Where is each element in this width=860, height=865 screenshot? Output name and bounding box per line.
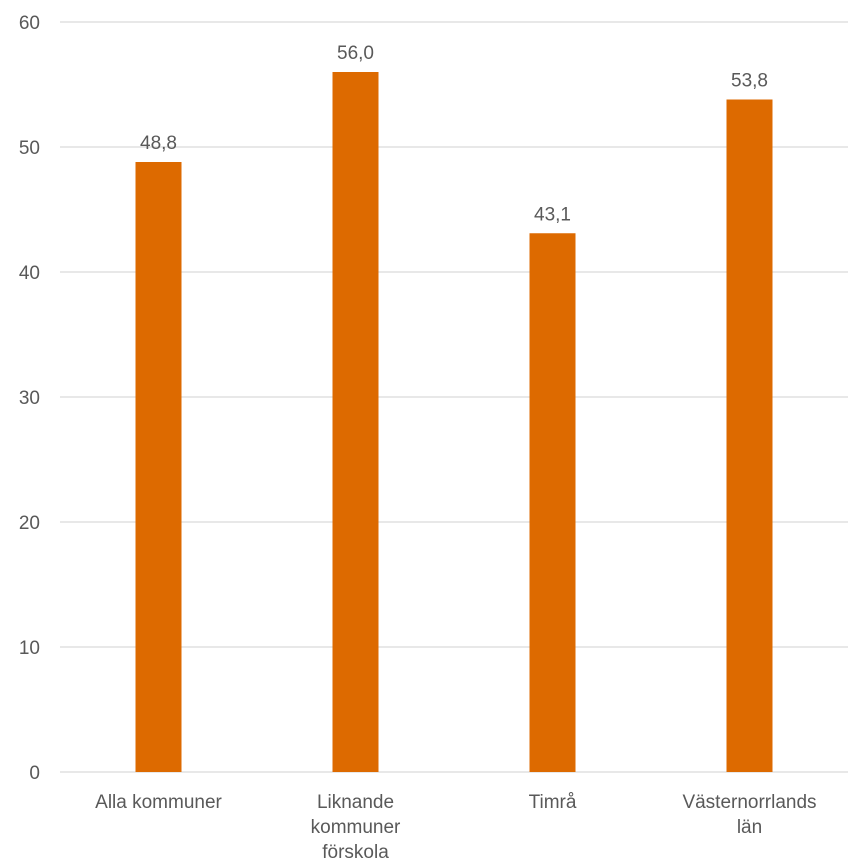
y-tick-label: 30	[19, 388, 40, 409]
category-label: Liknande kommuner förskola	[311, 792, 401, 863]
y-tick-label: 50	[19, 138, 40, 159]
bars	[135, 72, 773, 772]
category-label: Västernorrlands län	[682, 792, 816, 838]
category-label: Alla kommuner	[95, 792, 222, 813]
gridlines	[60, 21, 848, 773]
y-tick-label: 0	[29, 763, 40, 784]
bar	[135, 162, 182, 772]
y-tick-label: 60	[19, 13, 40, 34]
category-label: Timrå	[529, 792, 577, 813]
data-labels: 48,8 56,0 43,1 53,8	[140, 43, 768, 225]
data-label: 56,0	[337, 43, 374, 64]
data-label: 53,8	[731, 71, 768, 92]
y-axis-ticks: 0 10 20 30 40 50 60	[19, 13, 40, 784]
data-label: 48,8	[140, 133, 177, 154]
bar	[529, 233, 576, 772]
x-axis-labels: Alla kommuner Liknande kommuner förskola Tim…	[95, 792, 816, 863]
bar	[332, 72, 379, 772]
y-tick-label: 40	[19, 263, 40, 284]
data-label: 43,1	[534, 204, 571, 225]
y-tick-label: 20	[19, 513, 40, 534]
bar	[726, 99, 773, 772]
y-tick-label: 10	[19, 638, 40, 659]
